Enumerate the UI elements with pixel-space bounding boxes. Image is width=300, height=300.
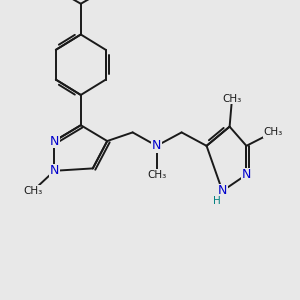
Text: CH₃: CH₃	[222, 94, 242, 104]
Text: N: N	[50, 164, 59, 177]
Text: CH₃: CH₃	[263, 128, 282, 137]
Text: N: N	[218, 184, 227, 197]
Text: N: N	[50, 134, 59, 148]
Text: N: N	[242, 168, 251, 181]
Text: N: N	[152, 139, 161, 152]
Text: H: H	[212, 196, 220, 206]
Text: CH₃: CH₃	[147, 169, 166, 180]
Text: CH₃: CH₃	[23, 186, 42, 196]
